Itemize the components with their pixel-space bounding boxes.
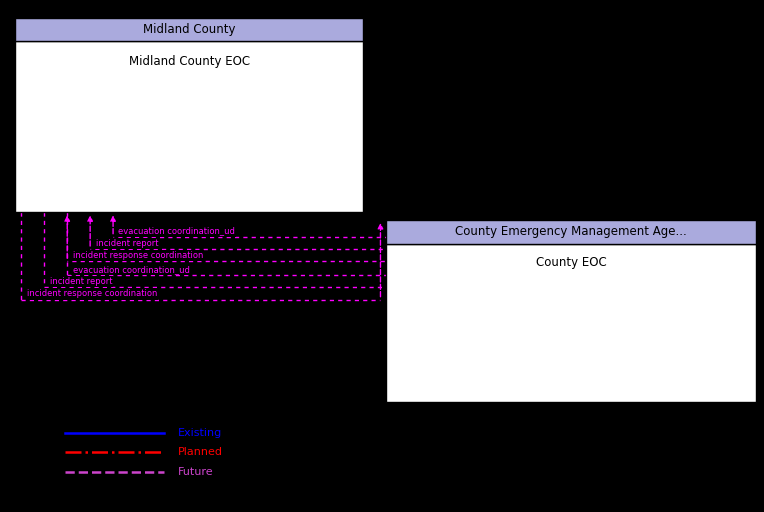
Text: incident response coordination: incident response coordination [73, 251, 203, 260]
Text: incident report: incident report [50, 277, 112, 286]
Text: Planned: Planned [178, 447, 223, 457]
Text: evacuation coordination_ud: evacuation coordination_ud [73, 265, 189, 274]
Text: incident response coordination: incident response coordination [27, 289, 157, 298]
Text: Future: Future [178, 466, 214, 477]
Text: County Emergency Management Age...: County Emergency Management Age... [455, 225, 687, 239]
Text: evacuation coordination_ud: evacuation coordination_ud [118, 226, 235, 236]
Bar [15, 41, 363, 212]
Bar [386, 220, 756, 244]
Text: Midland County: Midland County [143, 23, 235, 36]
Bar [15, 18, 363, 41]
Text: Midland County EOC: Midland County EOC [128, 55, 250, 68]
Bar [386, 244, 756, 402]
Text: County EOC: County EOC [536, 257, 607, 269]
Text: incident report: incident report [96, 239, 158, 248]
Text: Existing: Existing [178, 428, 222, 438]
